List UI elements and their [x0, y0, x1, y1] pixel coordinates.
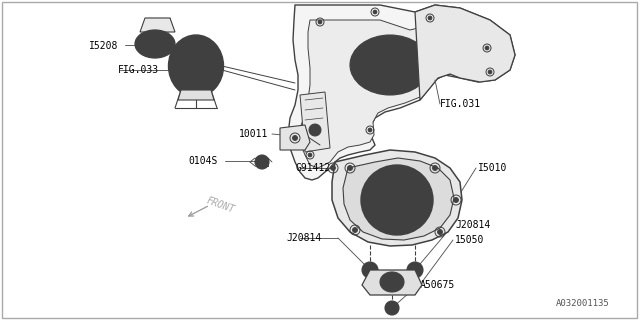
Circle shape [388, 305, 396, 311]
Ellipse shape [151, 41, 159, 47]
Circle shape [387, 277, 397, 287]
Text: FIG.033: FIG.033 [118, 65, 159, 75]
Text: J20814: J20814 [287, 233, 322, 243]
Polygon shape [280, 125, 310, 150]
Text: A032001135: A032001135 [556, 299, 610, 308]
Circle shape [438, 229, 442, 235]
Text: J20814: J20814 [455, 220, 490, 230]
Ellipse shape [153, 43, 157, 45]
Circle shape [309, 124, 321, 136]
Polygon shape [288, 5, 515, 180]
Circle shape [373, 10, 377, 14]
Polygon shape [300, 20, 490, 168]
Circle shape [255, 155, 269, 169]
Ellipse shape [388, 191, 406, 209]
Ellipse shape [135, 30, 175, 58]
Ellipse shape [369, 173, 424, 227]
Ellipse shape [350, 35, 430, 95]
Circle shape [485, 46, 489, 50]
Ellipse shape [362, 44, 417, 86]
Polygon shape [140, 18, 175, 32]
Circle shape [385, 301, 399, 315]
Text: A50675: A50675 [420, 280, 455, 290]
Polygon shape [415, 5, 515, 100]
Circle shape [368, 128, 372, 132]
Circle shape [454, 197, 458, 203]
Polygon shape [178, 90, 214, 100]
Circle shape [348, 165, 353, 171]
Text: I5010: I5010 [478, 163, 508, 173]
Ellipse shape [361, 165, 433, 235]
Circle shape [308, 153, 312, 157]
Text: G91412: G91412 [296, 163, 332, 173]
Polygon shape [343, 158, 454, 240]
Text: 15050: 15050 [455, 235, 484, 245]
Circle shape [488, 70, 492, 74]
Circle shape [292, 135, 298, 140]
Circle shape [353, 228, 358, 233]
Circle shape [362, 262, 378, 278]
Ellipse shape [194, 65, 198, 68]
Text: I5208: I5208 [88, 41, 118, 51]
Polygon shape [300, 92, 330, 152]
Ellipse shape [385, 276, 399, 288]
Circle shape [433, 165, 438, 171]
Circle shape [428, 16, 432, 20]
Circle shape [318, 20, 322, 24]
Polygon shape [362, 270, 422, 295]
Ellipse shape [392, 196, 402, 204]
Circle shape [393, 196, 401, 204]
Text: 10011: 10011 [239, 129, 268, 139]
Polygon shape [332, 150, 462, 246]
Ellipse shape [187, 59, 205, 73]
Text: FIG.031: FIG.031 [440, 99, 481, 109]
Ellipse shape [168, 35, 223, 97]
Circle shape [330, 165, 335, 171]
Ellipse shape [378, 181, 416, 219]
Text: FRONT: FRONT [205, 195, 236, 215]
Circle shape [407, 262, 423, 278]
Ellipse shape [380, 272, 404, 292]
Text: 0104S: 0104S [189, 156, 218, 166]
Ellipse shape [192, 63, 200, 69]
